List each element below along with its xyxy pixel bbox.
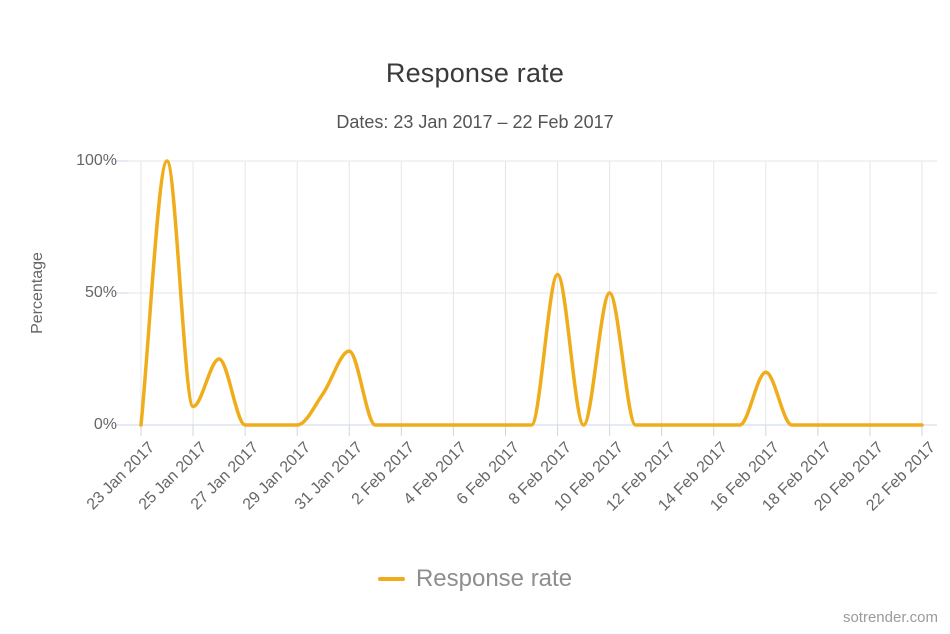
- legend-item-label: Response rate: [415, 565, 573, 592]
- y-axis-label: 100%: [76, 152, 117, 169]
- y-axis-label: 50%: [84, 284, 117, 301]
- series-line-response-rate[interactable]: [139, 159, 924, 427]
- legend-line-marker-icon: [377, 577, 405, 581]
- watermark-sotrender: sotrender.com: [842, 609, 938, 626]
- chart-subtitle: Dates: 23 Jan 2017 – 22 Feb 2017: [336, 112, 614, 132]
- legend-item-response-rate[interactable]: Response rate: [377, 565, 573, 593]
- y-axis-label: 0%: [93, 416, 117, 433]
- chart-title: Response rate: [385, 58, 565, 88]
- legend: Response rate: [0, 565, 950, 593]
